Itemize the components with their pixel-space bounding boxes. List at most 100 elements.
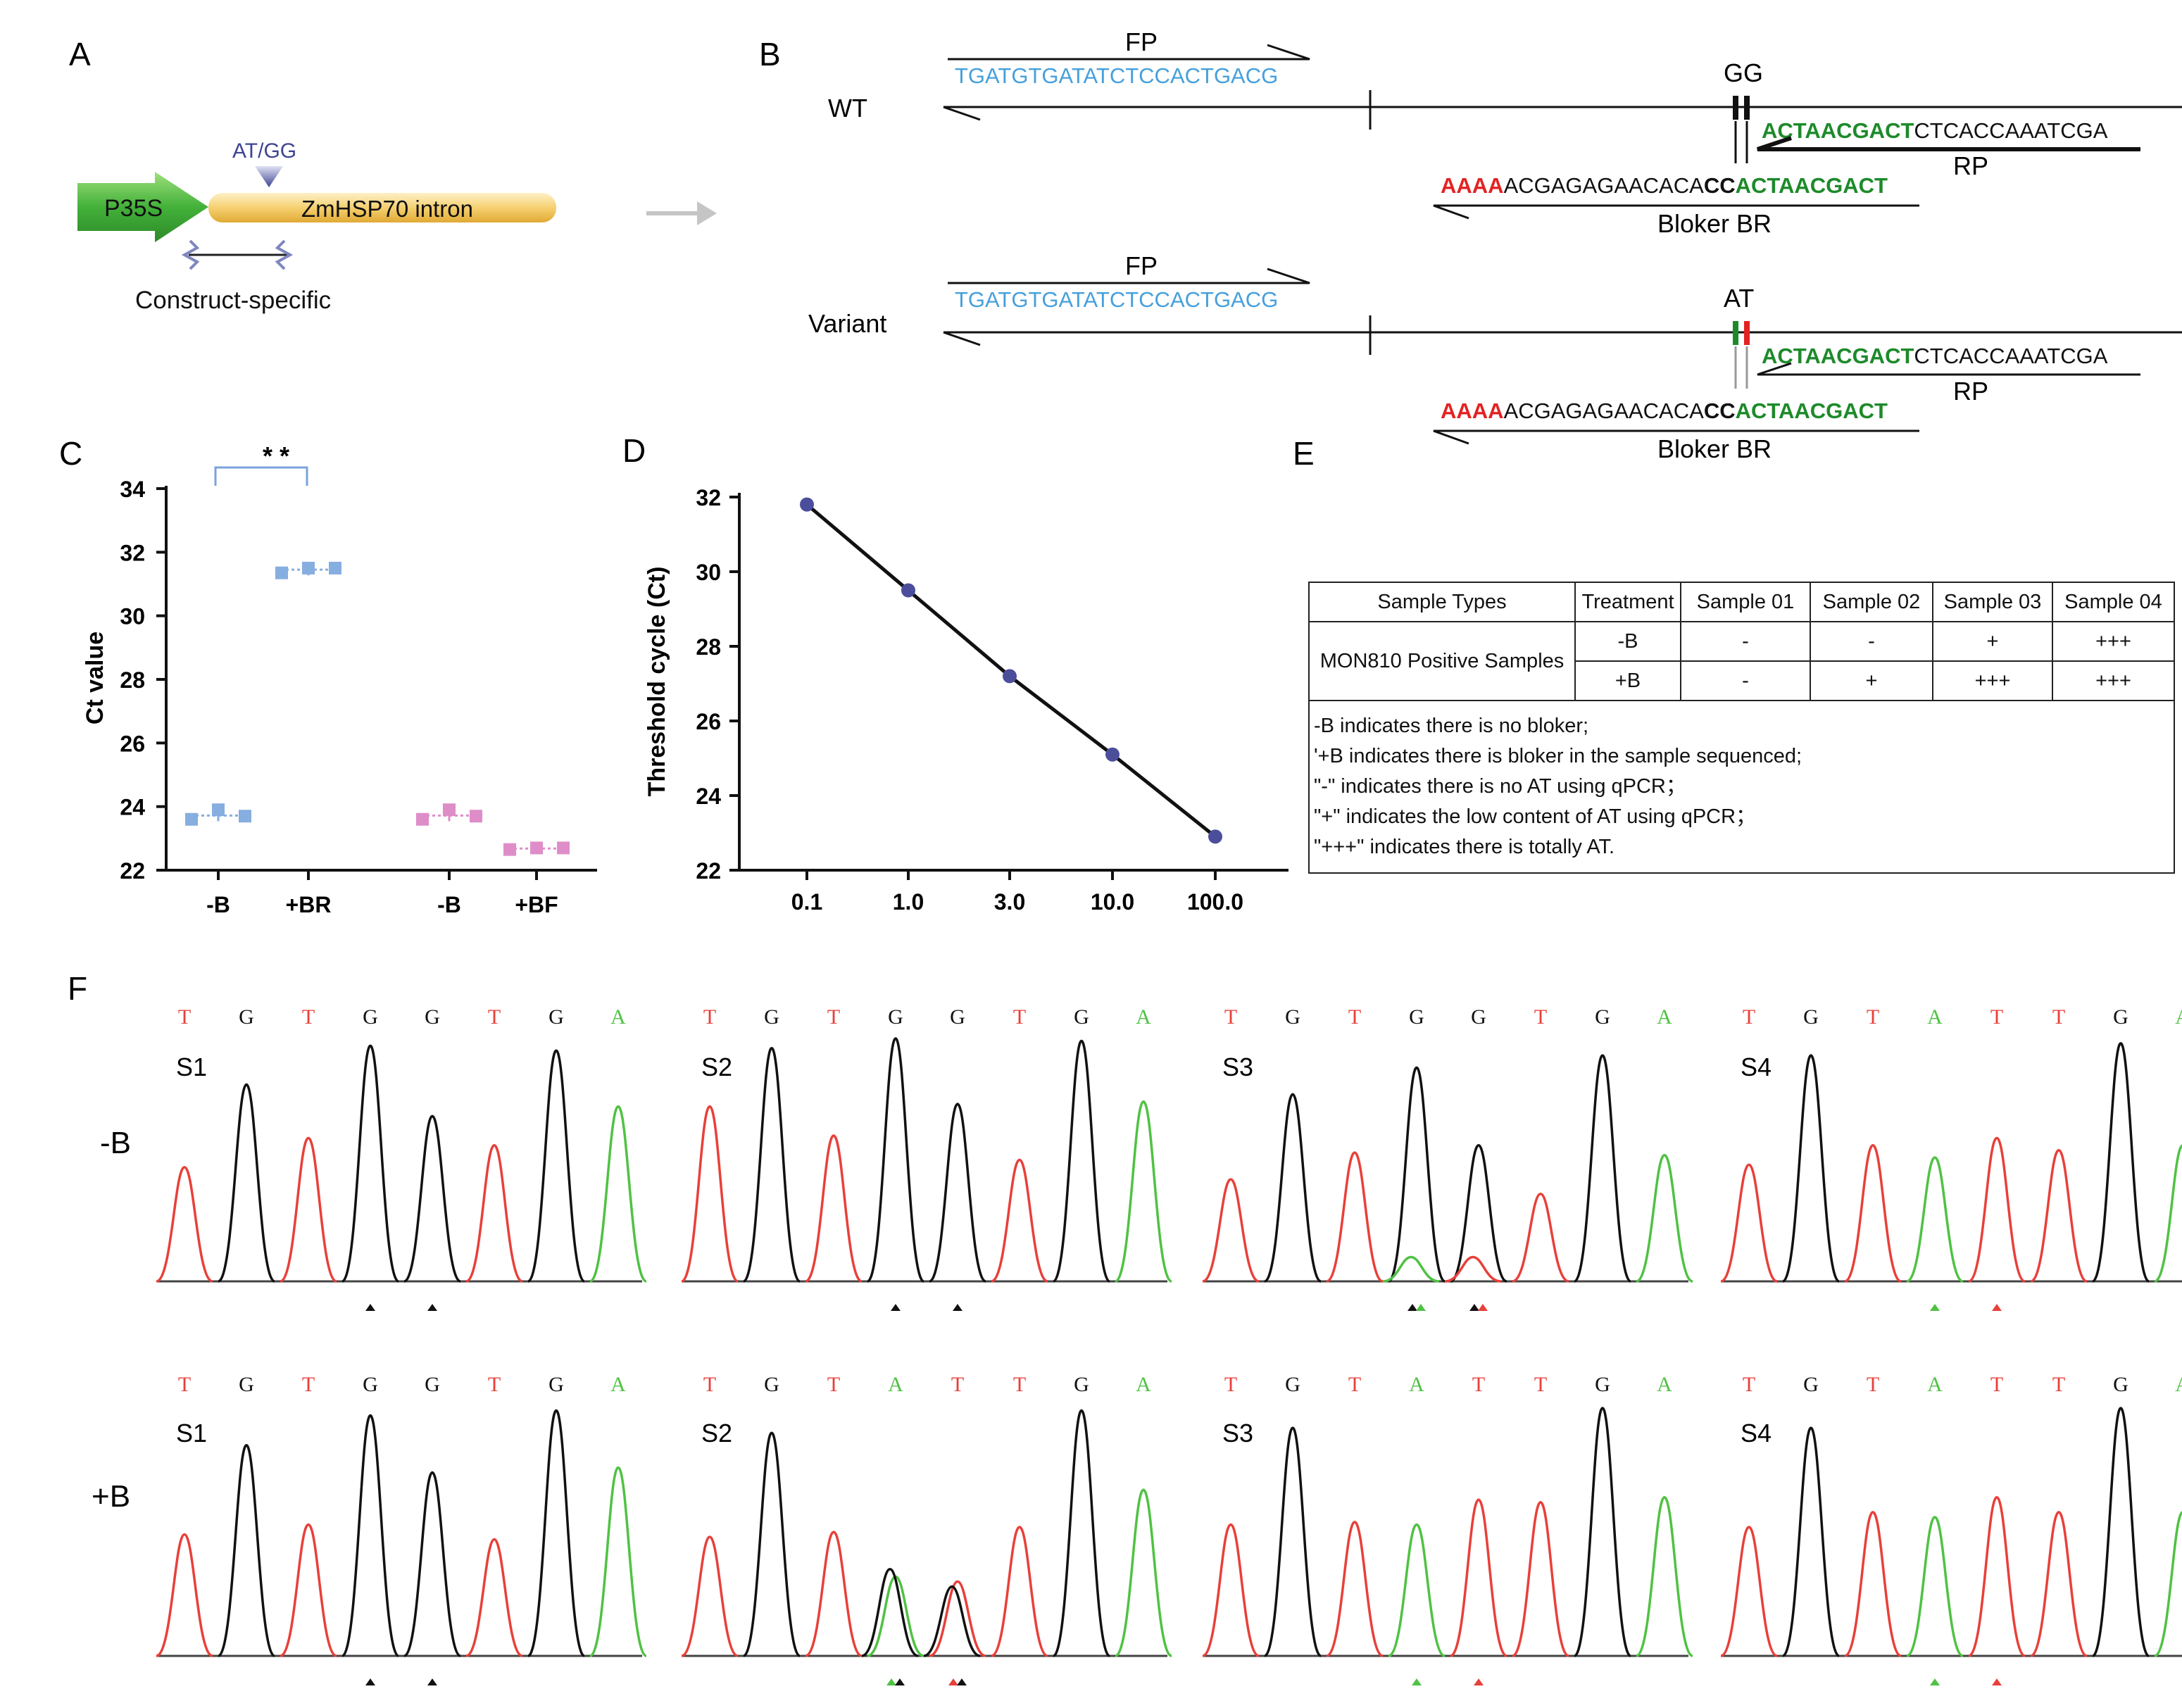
table-note: '+B indicates there is bloker in the sam… bbox=[1314, 745, 1802, 767]
base-call-letter: G bbox=[2113, 1005, 2128, 1029]
chromatogram-peak bbox=[805, 1531, 863, 1657]
snp-marker-icon bbox=[1474, 1678, 1484, 1685]
snp-marker-icon bbox=[1992, 1304, 2002, 1311]
chromatogram-peak bbox=[1512, 1193, 1569, 1283]
base-call-letter: G bbox=[425, 1005, 440, 1029]
snp-marker-icon bbox=[895, 1678, 905, 1685]
chromatogram-peak bbox=[1115, 1488, 1172, 1657]
chromatogram-secondary-peak bbox=[1382, 1255, 1440, 1283]
variant-rp-arrow bbox=[1757, 362, 2140, 376]
sample-label: S4 bbox=[1741, 1053, 1772, 1081]
base-call-letter: G bbox=[1471, 1005, 1486, 1029]
base-call-letter: T bbox=[1534, 1373, 1547, 1396]
promoter-arrow bbox=[77, 172, 208, 242]
base-call-letter: T bbox=[488, 1005, 501, 1029]
snp-marker-icon bbox=[1930, 1304, 1940, 1311]
chromatogram-peak bbox=[218, 1444, 275, 1657]
base-call-letter: T bbox=[1348, 1005, 1361, 1029]
table-cell: +B bbox=[1574, 660, 1681, 701]
table-row: MON810 Positive Samples -B - - + +++ bbox=[1308, 621, 2175, 701]
panel-label-f: F bbox=[68, 970, 87, 1007]
variant-snp-mark-2 bbox=[1744, 321, 1750, 345]
chromatogram-trace: S1 T G T G G T G A bbox=[156, 1373, 647, 1685]
chromatogram-peak bbox=[2091, 1407, 2150, 1657]
chromatogram-peak bbox=[1264, 1093, 1322, 1283]
chromatogram-trace: S2 T G T G G T G A bbox=[681, 1005, 1172, 1311]
variant-schematic: Variant FP TGATGTGATATCTCCACTGACG AT ACT… bbox=[808, 251, 2182, 463]
chromatogram-trace: S3 T G T G G T G A bbox=[1202, 1005, 1693, 1311]
base-call-letter: G bbox=[363, 1005, 378, 1029]
snp-marker-icon bbox=[365, 1304, 375, 1311]
base-call-letter: G bbox=[1074, 1373, 1089, 1396]
chromatogram-peak bbox=[341, 1414, 400, 1657]
promoter-label: P35S bbox=[104, 195, 163, 222]
base-call-letter: T bbox=[488, 1373, 501, 1396]
chromatogram-peak bbox=[1720, 1526, 1778, 1657]
table-cell: - bbox=[1680, 621, 1811, 662]
sample-label: S1 bbox=[176, 1419, 207, 1448]
snp-marker-icon bbox=[1930, 1678, 1940, 1685]
panel-label-b: B bbox=[759, 36, 781, 73]
chromatogram-peak bbox=[1844, 1511, 1902, 1657]
chart-d-ytick-label: 28 bbox=[696, 634, 721, 660]
snp-marker-icon bbox=[891, 1304, 901, 1311]
chart-c-ytick-label: 32 bbox=[120, 540, 145, 565]
base-call-letter: A bbox=[2175, 1373, 2182, 1396]
base-call-letter: A bbox=[1409, 1373, 1424, 1396]
base-call-letter: A bbox=[1657, 1005, 1672, 1029]
base-call-letter: T bbox=[2052, 1005, 2065, 1029]
base-call-letter: G bbox=[1285, 1373, 1300, 1396]
chromatogram-peak bbox=[1968, 1495, 2026, 1657]
chromatogram-trace: S2 T G T A T T G A bbox=[681, 1373, 1172, 1685]
chromatogram-peak bbox=[465, 1538, 523, 1657]
chromatogram-peak bbox=[1450, 1144, 1507, 1283]
base-call-letter: A bbox=[1927, 1005, 1943, 1029]
chromatogram-peak bbox=[403, 1471, 461, 1657]
construct-primers-icon bbox=[181, 239, 294, 270]
base-call-letter: A bbox=[610, 1005, 626, 1029]
chromatogram-peak bbox=[1720, 1163, 1778, 1283]
variant-rp-label: RP bbox=[1953, 377, 1988, 406]
base-call-letter: T bbox=[1224, 1005, 1237, 1029]
panel-label-a: A bbox=[69, 36, 91, 73]
chart-d-point bbox=[1105, 747, 1120, 762]
wt-fp-label: FP bbox=[1125, 27, 1158, 56]
chromatogram-peak bbox=[1844, 1144, 1902, 1283]
snp-marker-icon bbox=[1469, 1304, 1479, 1311]
table-cell: + bbox=[1810, 660, 1933, 701]
chromatogram-peak bbox=[742, 1047, 801, 1283]
chart-d-ytick-label: 32 bbox=[696, 485, 721, 510]
variant-blocker-label: Bloker BR bbox=[1657, 434, 1772, 463]
chart-c-ylabel: Ct value bbox=[82, 632, 108, 724]
construct-specific-label: Construct-specific bbox=[135, 287, 331, 314]
base-call-letter: A bbox=[1136, 1373, 1151, 1396]
snp-marker-icon bbox=[1416, 1304, 1426, 1311]
chart-c-point bbox=[557, 841, 570, 855]
chromatogram-peak bbox=[1052, 1039, 1111, 1283]
snp-marker-icon bbox=[427, 1304, 437, 1311]
chromatogram-peak bbox=[1115, 1100, 1172, 1283]
table-cell: + bbox=[1932, 621, 2053, 662]
chromatogram-peak bbox=[929, 1580, 986, 1657]
table-note: "+++" indicates there is totally AT. bbox=[1314, 836, 1615, 858]
wt-blocker-label: Bloker BR bbox=[1657, 209, 1772, 238]
chromatogram-peak bbox=[1450, 1498, 1507, 1657]
chromatogram-panel: -B +B S1 T G T G G T G A S2 T G T G G T G A S3 T G T G G T G A S4 T G… bbox=[92, 1005, 2182, 1685]
chart-c-point bbox=[239, 810, 251, 823]
base-call-letter: T bbox=[951, 1373, 964, 1396]
chart-c-ytick-label: 22 bbox=[120, 858, 145, 884]
panel-label-c: C bbox=[59, 435, 82, 472]
table-note: "-" indicates there is no AT using qPCR； bbox=[1314, 775, 1686, 798]
chromatogram-peak bbox=[2091, 1042, 2150, 1283]
chromatogram-peak bbox=[156, 1166, 213, 1283]
snp-marker-icon bbox=[1478, 1304, 1488, 1311]
table-header-cell: Sample 02 bbox=[1810, 582, 1933, 622]
wt-snp-mark-2 bbox=[1744, 96, 1750, 120]
wt-label: WT bbox=[828, 94, 867, 123]
table-group-cell: MON810 Positive Samples bbox=[1308, 621, 1576, 701]
snp-marker-icon bbox=[1412, 1678, 1422, 1685]
chromatogram-trace: S4 T G T A T T G A bbox=[1720, 1005, 2182, 1311]
chart-c-point bbox=[503, 843, 516, 856]
chart-c-point bbox=[185, 812, 198, 826]
chromatogram-peak bbox=[341, 1044, 400, 1283]
